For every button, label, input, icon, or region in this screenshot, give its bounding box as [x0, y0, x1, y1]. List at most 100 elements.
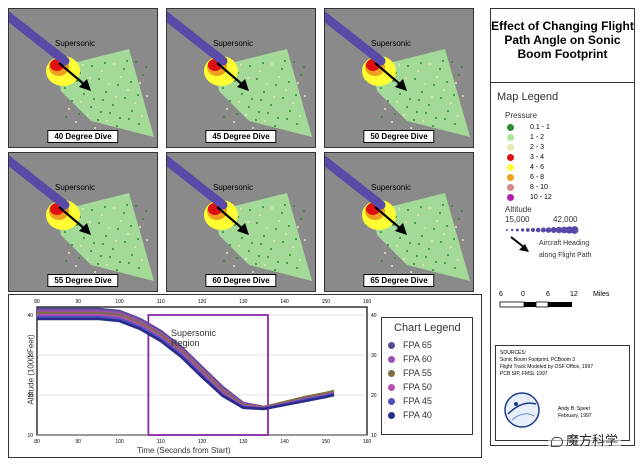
scale-tick-3: 6: [546, 291, 550, 298]
series-marker: [388, 398, 395, 406]
chart-legend-item: FPA 40: [382, 408, 472, 422]
y-axis-label: Altitude (1000 Feet): [26, 334, 36, 405]
y-tick-left: 40: [27, 313, 33, 319]
scale-bar: [499, 301, 572, 308]
nasa-logo-icon: [504, 392, 540, 428]
scale-tick-4: 12: [570, 291, 578, 298]
x-tick-bottom: 80: [34, 439, 40, 445]
map-legend-title: Map Legend: [497, 91, 559, 103]
sources-line-1: Sonic Boom Footprint, PCBoom 3: [500, 357, 576, 363]
footprint-map: [9, 155, 154, 281]
dive-label: 50 Degree Dive: [363, 130, 435, 143]
chart-legend-item: FPA 55: [382, 366, 472, 380]
x-tick-top: 120: [198, 299, 207, 305]
x-tick-bottom: 100: [115, 439, 124, 445]
pressure-legend-item: 1 - 2: [507, 133, 552, 143]
watermark-text: 魔方科学: [566, 433, 619, 448]
pressure-swatch: [507, 193, 514, 201]
x-tick-top: 100: [115, 299, 124, 305]
y-tick-left: 20: [27, 393, 33, 399]
pressure-legend-item: 8 - 10: [507, 183, 552, 193]
map-panel: Supersonic 60 Degree Dive: [166, 152, 316, 292]
pressure-swatch: [507, 153, 514, 161]
x-tick-bottom: 150: [322, 439, 331, 445]
x-axis-label: Time (Seconds from Start): [137, 446, 231, 455]
pressure-swatch: [507, 173, 514, 181]
y-tick-right: 20: [371, 393, 377, 399]
supersonic-annotation: Supersonic Region: [171, 328, 217, 348]
x-tick-bottom: 140: [280, 439, 289, 445]
map-legend-panel: Effect of Changing Flight Path Angle on …: [490, 8, 635, 446]
heading-arrow-icon: [510, 236, 529, 252]
footprint-map: [167, 11, 312, 137]
x-tick-top: 150: [322, 299, 331, 305]
credit-author: Andy B. Speer: [558, 406, 591, 412]
dive-label: 45 Degree Dive: [205, 130, 277, 143]
y-tick-right: 10: [371, 433, 377, 439]
pressure-title: Pressure: [505, 111, 538, 120]
x-tick-top: 140: [280, 299, 289, 305]
series-line: [37, 317, 335, 411]
credit-date: February, 1997: [558, 413, 592, 419]
dive-label: 60 Degree Dive: [205, 274, 277, 287]
x-tick-bottom: 120: [198, 439, 207, 445]
chart-legend-item: FPA 60: [382, 352, 472, 366]
map-panel: Supersonic 55 Degree Dive: [8, 152, 158, 292]
chart-legend: Chart Legend FPA 65 FPA 60 FPA 55 FPA 50 FPA…: [381, 317, 473, 435]
pressure-legend-item: 0.1 - 1: [507, 123, 552, 133]
altitude-max: 42,000: [553, 215, 578, 224]
sources-title: SOURCES:: [500, 350, 527, 356]
y-tick-right: 40: [371, 313, 377, 319]
series-marker: [388, 342, 395, 350]
x-tick-bottom: 130: [239, 439, 248, 445]
pressure-swatch: [507, 123, 514, 131]
sources-box: SOURCES: Sonic Boom Footprint, PCBoom 3 …: [495, 345, 630, 441]
altitude-title: Altitude: [505, 205, 532, 214]
footprint-map: [167, 155, 312, 281]
series-line: [37, 311, 335, 409]
supersonic-label: Supersonic: [55, 39, 96, 48]
chart-legend-title: Chart Legend: [394, 322, 461, 334]
footprint-map: [325, 155, 470, 281]
series-marker: [388, 370, 395, 378]
chart-legend-item: FPA 50: [382, 380, 472, 394]
supersonic-label: Supersonic: [371, 183, 412, 192]
heading-label-1: Aircraft Heading: [539, 240, 590, 247]
chart-legend-item: FPA 45: [382, 394, 472, 408]
map-panel: Supersonic 65 Degree Dive: [324, 152, 474, 292]
altitude-dot-ramp: [506, 226, 579, 234]
scale-unit: Miles: [593, 291, 610, 298]
supersonic-label: Supersonic: [371, 39, 412, 48]
series-marker: [388, 384, 395, 392]
supersonic-label: Supersonic: [213, 183, 254, 192]
pressure-swatch: [507, 143, 514, 151]
map-panel: Supersonic 45 Degree Dive: [166, 8, 316, 148]
x-tick-bottom: 160: [363, 439, 372, 445]
y-tick-right: 30: [371, 353, 377, 359]
dive-label: 55 Degree Dive: [47, 274, 119, 287]
altitude-min: 15,000: [505, 215, 530, 224]
sources-line-3: PCB SIP, FMSL 1997: [500, 371, 548, 377]
dive-label: 65 Degree Dive: [363, 274, 435, 287]
footprint-map: [9, 11, 154, 137]
pressure-swatch: [507, 163, 514, 171]
pressure-legend-item: 2 - 3: [507, 143, 552, 153]
pressure-legend-item: 6 - 8: [507, 173, 552, 183]
sources-line-2: Flight Track Modeled by OSF Office, 1997: [500, 364, 594, 370]
map-panel: Supersonic 50 Degree Dive: [324, 8, 474, 148]
x-tick-bottom: 110: [157, 439, 165, 445]
pressure-swatch: [507, 183, 514, 191]
pressure-legend-item: 4 - 6: [507, 163, 552, 173]
altitude-chart-panel: 80 80 90 90 100 100 110 110 120 120 130 130 140 140 15…: [8, 294, 482, 458]
scale-tick-2: 0: [521, 291, 525, 298]
x-tick-top: 130: [239, 299, 248, 305]
map-title: Effect of Changing Flight Path Angle on …: [491, 9, 634, 83]
supersonic-label: Supersonic: [55, 183, 96, 192]
x-tick-top: 160: [363, 299, 372, 305]
x-tick-top: 80: [34, 299, 40, 305]
altitude-chart: 80 80 90 90 100 100 110 110 120 120 130 130 140 140 15…: [27, 299, 377, 445]
watermark: 魔方科学: [548, 430, 622, 449]
map-panel: Supersonic 40 Degree Dive: [8, 8, 158, 148]
y-tick-left: 30: [27, 353, 33, 359]
series-marker: [388, 356, 395, 364]
